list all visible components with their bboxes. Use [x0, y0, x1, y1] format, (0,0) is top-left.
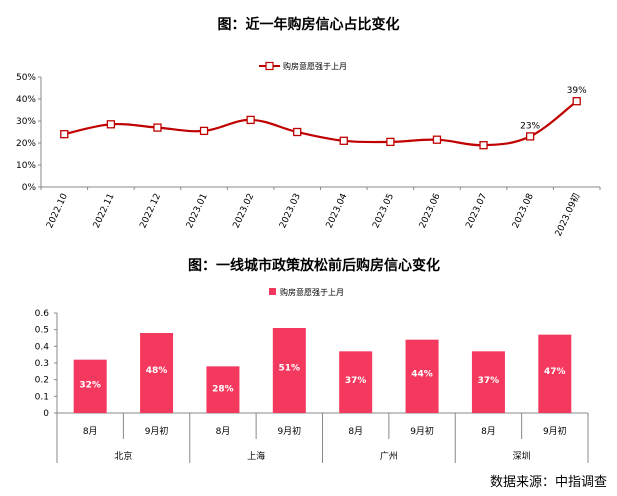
line-data-label: 23% — [520, 121, 540, 131]
line-point-marker — [572, 97, 581, 106]
line-chart-y-tick-label: 30% — [16, 117, 36, 127]
bar-data-label: 37% — [478, 376, 500, 386]
bar-chart-y-tick-label: 0.6 — [35, 309, 50, 319]
bar-chart-category-label: 9月初 — [145, 425, 169, 437]
bar-chart-y-tick-label: 0.5 — [35, 326, 49, 336]
bar-chart-title: 图：一线城市政策放松前后购房信心变化 — [188, 257, 440, 274]
bar-chart-legend-label: 购房意愿强于上月 — [280, 287, 344, 297]
bar-chart-group-label: 深圳 — [513, 451, 531, 462]
bar-chart-category-label: 9月初 — [277, 425, 301, 437]
bar-chart-legend: 购房意愿强于上月 — [269, 287, 344, 297]
line-chart-y-tick-label: 50% — [16, 73, 36, 83]
line-chart-legend-label: 购房意愿强于上月 — [283, 61, 347, 71]
bar-purchase-intent — [140, 333, 174, 413]
bar-chart-y-tick-label: 0.3 — [35, 359, 49, 369]
line-data-label: 39% — [567, 86, 587, 96]
bar-data-label: 44% — [411, 370, 433, 380]
bar-data-label: 48% — [146, 366, 168, 376]
bar-data-label: 47% — [544, 367, 566, 377]
line-point-marker — [246, 115, 255, 125]
bar-chart-category-label: 8月 — [348, 426, 363, 437]
bar-purchase-intent — [206, 366, 240, 413]
line-chart-title: 图：近一年购房信心占比变化 — [218, 16, 400, 33]
line-chart-y-tick-label: 10% — [16, 161, 36, 171]
line-point-marker — [199, 126, 209, 136]
bar-chart-y-tick-label: 0.2 — [35, 376, 49, 386]
bar-chart-category-label: 8月 — [481, 426, 496, 437]
bar-chart-y-tick-label: 0.4 — [35, 342, 50, 352]
bar-chart-group-label: 北京 — [114, 450, 132, 462]
bar-purchase-intent — [538, 334, 572, 413]
line-chart-confidence-trend: 图：近一年购房信心占比变化 购房意愿强于上月 0% 10% 20% 30% 40% 50%… — [16, 16, 601, 238]
bar-chart-group-label: 广州 — [380, 450, 398, 462]
line-point-marker — [293, 127, 302, 137]
line-point-marker — [339, 136, 348, 145]
line-point-marker — [106, 120, 116, 129]
bar-purchase-intent — [73, 359, 107, 413]
bar-data-label: 32% — [79, 381, 101, 391]
line-chart-y-tick-label: 0% — [22, 183, 37, 193]
bar-chart-group-label: 上海 — [247, 450, 265, 462]
bar-data-label: 51% — [279, 363, 301, 373]
line-point-marker — [153, 123, 162, 132]
bar-purchase-intent — [405, 339, 439, 413]
line-chart-y-tick-label: 40% — [16, 95, 36, 105]
bar-purchase-intent — [339, 351, 373, 413]
bar-purchase-intent — [272, 328, 306, 413]
bar-chart-y-tick-label: 0 — [43, 409, 49, 419]
bar-chart-category-label: 9月初 — [410, 425, 434, 437]
line-point-marker — [432, 135, 442, 144]
line-point-marker — [525, 132, 535, 141]
bar-purchase-intent — [471, 351, 505, 413]
bar-chart-category-label: 8月 — [216, 426, 231, 437]
line-point-marker — [479, 141, 488, 150]
bar-data-label: 37% — [345, 376, 367, 386]
bar-chart-category-label: 9月初 — [543, 425, 567, 437]
bar-data-label: 28% — [212, 384, 234, 394]
line-chart-legend: 购房意愿强于上月 — [259, 61, 347, 71]
bar-chart-category-label: 8月 — [83, 426, 98, 437]
line-chart-y-tick-label: 20% — [16, 139, 36, 149]
bar-chart-y-tick-label: 0.1 — [35, 392, 49, 402]
data-source-note: 数据来源：中指调查 — [490, 475, 607, 490]
line-point-marker — [386, 137, 395, 147]
line-point-marker — [60, 130, 69, 139]
